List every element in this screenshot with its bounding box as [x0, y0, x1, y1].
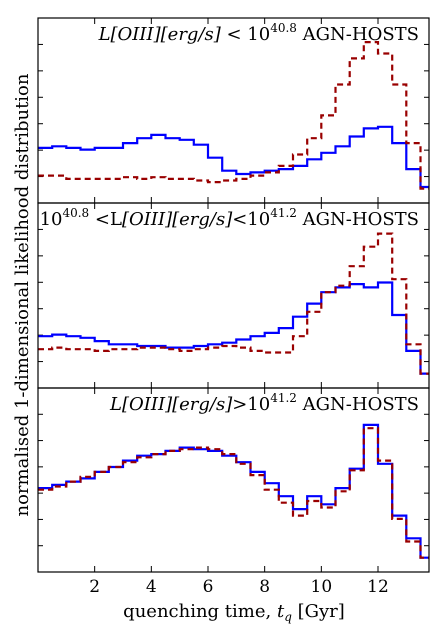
panel-frame	[37, 17, 430, 204]
y-axis-label: normalised 1-dimensional likelihood dist…	[12, 73, 33, 516]
series-line-1	[38, 281, 429, 375]
series-line-2	[38, 232, 429, 375]
x-tick-label: 6	[203, 577, 214, 597]
x-tick-label: 8	[259, 577, 270, 597]
panel-frame	[37, 387, 430, 573]
panel-label: 1040.8 <L[OIII][erg/s]<1041.2 AGN-HOSTS	[40, 206, 419, 230]
x-tick-label: 4	[146, 577, 157, 597]
panel-1: L[OIII][erg/s] < 1040.8 AGN-HOSTS	[37, 17, 430, 204]
series-line-2	[38, 41, 429, 190]
x-tick-label: 2	[89, 577, 100, 597]
x-axis-label: quenching time, tq [Gyr]	[123, 601, 345, 624]
panel-3: L[OIII][erg/s]>1041.2 AGN-HOSTS	[37, 387, 430, 573]
x-tick-label: 12	[367, 577, 389, 597]
series-line-1	[38, 423, 429, 559]
panel-2: 1040.8 <L[OIII][erg/s]<1041.2 AGN-HOSTS	[37, 202, 430, 389]
series-line-1	[38, 125, 429, 189]
panel-frame	[37, 202, 430, 389]
x-tick-label: 10	[311, 577, 333, 597]
panel-label: L[OIII][erg/s] < 1040.8 AGN-HOSTS	[98, 21, 419, 45]
series-line-2	[38, 427, 429, 559]
panel-label: L[OIII][erg/s]>1041.2 AGN-HOSTS	[109, 391, 419, 415]
